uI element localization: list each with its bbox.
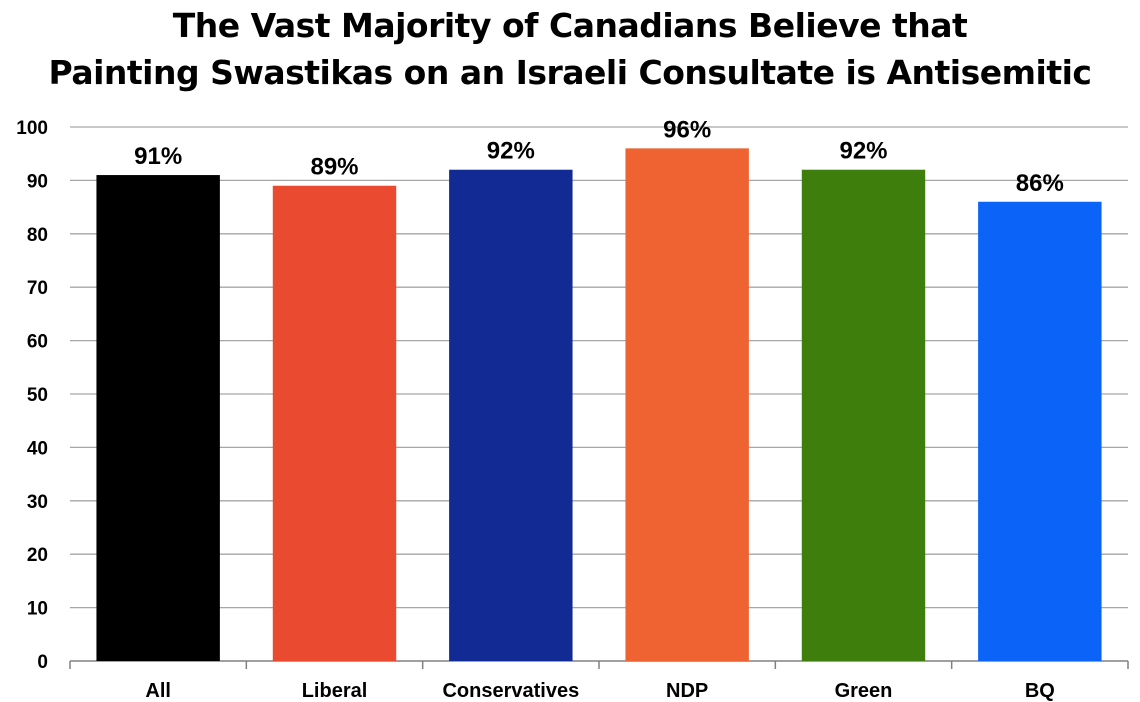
bar	[801, 169, 926, 661]
data-label: 92%	[839, 138, 887, 165]
y-tick-label: 50	[27, 385, 48, 406]
data-label: 96%	[663, 116, 711, 143]
chart-title-line-2: Painting Swastikas on an Israeli Consult…	[48, 53, 1092, 92]
x-tick-label: NDP	[666, 680, 708, 702]
data-label: 86%	[1016, 170, 1064, 197]
bar	[625, 148, 749, 662]
x-tick-label: All	[145, 680, 171, 702]
y-tick-label: 70	[27, 278, 48, 299]
y-tick-label: 0	[37, 652, 48, 673]
y-tick-label: 60	[27, 332, 48, 353]
bar	[272, 185, 397, 662]
bar	[449, 169, 573, 661]
y-tick-label: 10	[27, 599, 48, 620]
x-tick-label: Liberal	[302, 680, 368, 702]
data-label: 89%	[310, 154, 358, 181]
x-tick-label: Conservatives	[442, 680, 579, 702]
data-label: 91%	[134, 143, 182, 170]
chart-title: The Vast Majority of Canadians Believe t…	[0, 2, 1140, 96]
x-tick-label: Green	[835, 680, 893, 702]
data-label: 92%	[487, 138, 535, 165]
y-tick-label: 80	[27, 225, 48, 246]
x-tick-label: BQ	[1025, 680, 1055, 702]
bar	[978, 201, 1102, 661]
y-tick-label: 100	[16, 118, 48, 139]
y-tick-label: 90	[27, 171, 48, 192]
y-tick-label: 40	[27, 438, 48, 459]
y-tick-label: 20	[27, 545, 48, 566]
y-tick-label: 30	[27, 492, 48, 513]
bar	[96, 175, 220, 661]
chart-title-line-1: The Vast Majority of Canadians Believe t…	[172, 6, 968, 45]
